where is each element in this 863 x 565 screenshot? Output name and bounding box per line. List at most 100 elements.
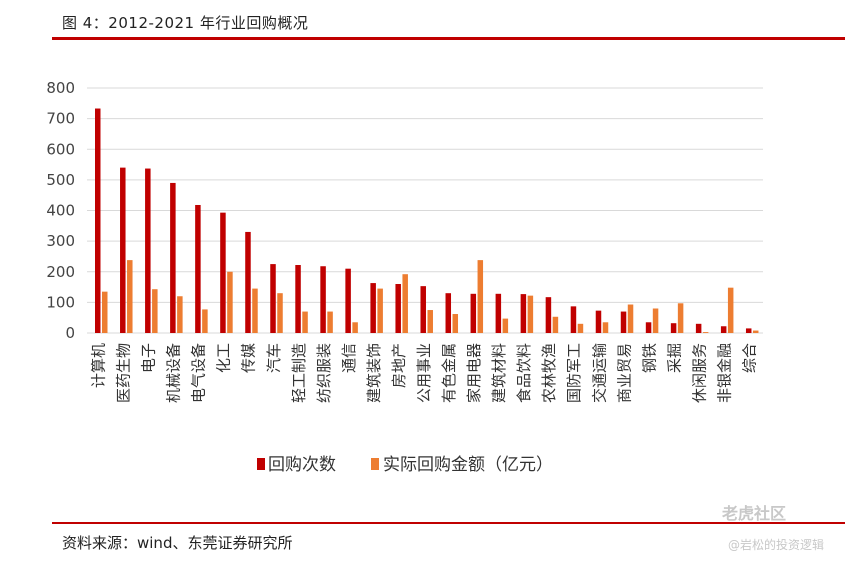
category-label: 钢铁 [640,343,658,373]
y-tick-label: 800 [46,79,75,97]
bar-series-2-4 [202,309,208,333]
bar-series-2-10 [352,322,358,333]
bar-series-1-7 [270,264,276,333]
legend-label-series-2: 实际回购金额（亿元） [383,455,553,475]
category-label: 采掘 [665,343,683,373]
bar-series-1-21 [620,311,627,333]
bar-series-2-1 [127,260,133,333]
bar-series-2-23 [677,303,684,333]
bar-series-2-0 [102,291,108,333]
bar-series-1-1 [120,167,126,333]
bar-series-2-13 [427,310,433,333]
category-label: 房地产 [390,343,408,388]
category-label: 家用电器 [465,343,483,403]
bottom-rule [52,522,845,524]
legend-label-series-1: 回购次数 [268,455,336,475]
bar-series-1-4 [195,204,201,333]
bar-series-2-24 [702,332,709,333]
y-tick-label: 100 [46,293,75,311]
bar-series-1-11 [370,283,376,333]
category-label: 公用事业 [415,343,433,403]
category-label: 有色金属 [440,343,458,403]
bar-series-1-5 [220,212,226,333]
watermark-handle: @岩松的投资逻辑 [728,538,825,552]
bar-series-1-19 [570,306,577,333]
legend-swatch-series-2 [371,458,379,470]
bar-series-2-16 [502,318,509,333]
bar-series-1-16 [495,293,502,333]
bar-series-1-17 [520,294,527,333]
bar-series-1-9 [320,266,326,333]
bar-series-2-8 [302,311,308,333]
bar-series-2-21 [627,304,634,333]
category-label: 电气设备 [190,343,208,403]
y-tick-label: 500 [46,171,75,189]
category-label: 机械设备 [165,343,183,403]
bar-series-2-7 [277,293,283,333]
bar-series-1-25 [720,326,727,333]
bar-series-1-22 [645,322,652,333]
bar-series-2-26 [752,330,759,333]
bar-series-2-22 [652,308,659,333]
category-label: 农林牧渔 [540,343,558,403]
bars [95,108,759,333]
bar-series-1-6 [245,231,251,333]
category-label: 计算机 [90,343,108,388]
bar-series-2-11 [377,288,383,333]
category-label: 传媒 [240,343,258,373]
bar-chart: 0 100 200 300 400 500 600 700 800 计算机 医药生物 电子 机械设备电… [46,79,763,475]
bar-series-1-20 [595,310,602,333]
y-tick-label: 600 [46,140,75,158]
category-label: 食品饮料 [515,343,533,403]
bar-series-1-12 [395,284,401,333]
bar-series-1-10 [345,268,351,333]
category-label: 商业贸易 [615,343,633,403]
bar-series-1-0 [95,108,101,333]
bar-series-2-3 [177,296,183,333]
bar-series-2-9 [327,311,333,333]
y-tick-label: 0 [65,324,75,342]
category-label: 轻工制造 [290,343,308,403]
y-tick-label: 200 [46,263,75,281]
category-label: 通信 [340,343,358,373]
category-label: 医药生物 [115,343,133,403]
bar-series-2-5 [227,271,233,333]
bar-series-2-15 [477,260,484,333]
y-tick-label: 400 [46,202,75,220]
category-label: 化工 [215,343,233,373]
figure-title: 图 4：2012-2021 年行业回购概况 [62,14,309,32]
bar-series-1-24 [695,323,702,333]
bar-series-2-18 [552,316,559,333]
bar-series-2-19 [577,323,584,333]
legend-swatch-series-1 [257,458,265,470]
category-label: 纺织服装 [315,343,333,403]
bar-series-1-3 [170,182,176,333]
category-label: 非银金融 [715,343,733,403]
category-label: 电子 [140,343,158,373]
bar-series-2-12 [402,274,408,333]
source-note: 资料来源：wind、东莞证券研究所 [62,534,293,552]
bar-series-2-17 [527,295,534,333]
category-label: 休闲服务 [690,343,708,403]
bar-series-1-8 [295,265,301,333]
bar-series-1-18 [545,297,552,333]
bar-series-1-15 [470,293,477,333]
bar-series-2-2 [152,289,158,333]
y-axis-ticks: 0 100 200 300 400 500 600 700 800 [46,79,75,342]
legend: 回购次数 实际回购金额（亿元） [257,455,553,475]
x-axis-categories: 计算机 医药生物 电子 机械设备 电气设备 化工 传媒 汽车 轻工制造 纺织服装 通信 建筑装饰 房地产… [90,343,759,403]
top-rule [52,37,845,40]
category-label: 建筑装饰 [365,343,383,403]
bar-series-1-23 [670,323,677,333]
watermark-logo-text: 老虎社区 [722,504,787,523]
category-label: 交通运输 [590,343,608,403]
bar-series-2-25 [727,287,734,333]
bar-series-1-2 [145,168,151,333]
category-label: 国防军工 [565,343,583,403]
bar-series-2-20 [602,322,609,333]
bar-series-2-6 [252,288,258,333]
bar-series-1-13 [420,286,426,333]
category-label: 建筑材料 [490,343,508,403]
bar-series-2-14 [452,314,459,333]
category-label: 综合 [740,343,758,373]
